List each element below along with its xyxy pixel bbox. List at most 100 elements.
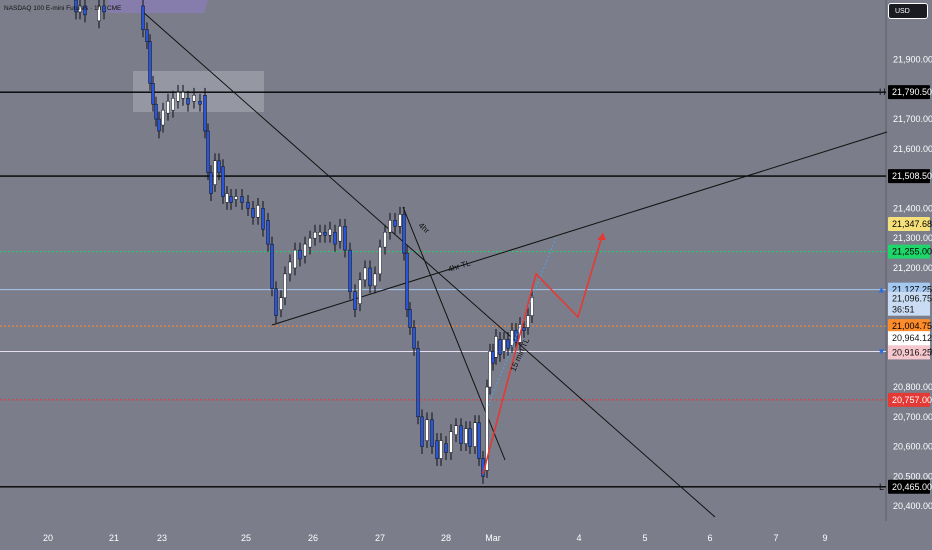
candle-body-27[interactable]	[234, 196, 238, 200]
candle-body-42[interactable]	[308, 237, 312, 248]
candle-body-26[interactable]	[229, 196, 233, 203]
candle-body-46[interactable]	[328, 228, 332, 236]
candle-body-4[interactable]	[102, 5, 106, 13]
candle-body-33[interactable]	[266, 220, 270, 245]
candle-body-23[interactable]	[217, 160, 221, 173]
candle-body-68[interactable]	[430, 419, 434, 447]
4hr-downtrend-line[interactable]	[142, 11, 716, 518]
candle-body-0[interactable]	[74, 0, 78, 13]
candle-body-49[interactable]	[343, 226, 347, 251]
candle-body-15[interactable]	[181, 92, 185, 99]
price-level-tag-8[interactable]	[888, 479, 930, 494]
symbol-title[interactable]: NASDAQ 100 E-mini Futures · 1h · CME	[4, 5, 122, 12]
candle-body-62[interactable]	[405, 252, 409, 310]
candle-body-28[interactable]	[240, 196, 244, 203]
candle-body-16[interactable]	[186, 97, 190, 105]
extra-price-tag-0[interactable]	[888, 331, 930, 346]
candle-body-59[interactable]	[393, 220, 397, 227]
candle-body-41[interactable]	[303, 243, 307, 257]
candle-body-63[interactable]	[408, 309, 412, 328]
candle-body-36[interactable]	[279, 297, 283, 310]
candle-body-53[interactable]	[363, 267, 367, 281]
candle-body-52[interactable]	[358, 279, 362, 304]
candle-body-37[interactable]	[283, 273, 287, 298]
candle-body-87[interactable]	[510, 330, 514, 346]
candle-body-74[interactable]	[459, 425, 463, 444]
candle-body-19[interactable]	[203, 95, 207, 132]
candle-body-70[interactable]	[439, 440, 443, 459]
candle-body-38[interactable]	[288, 261, 292, 275]
candle-body-66[interactable]	[420, 416, 424, 447]
candle-body-3[interactable]	[97, 5, 101, 22]
candle-body-51[interactable]	[353, 291, 357, 310]
candle-body-84[interactable]	[498, 339, 502, 355]
candle-body-86[interactable]	[506, 339, 510, 349]
candle-body-30[interactable]	[251, 208, 255, 218]
candle-body-76[interactable]	[468, 428, 472, 447]
candle-body-56[interactable]	[378, 246, 382, 275]
candle-body-18[interactable]	[198, 100, 202, 105]
candle-body-29[interactable]	[246, 202, 250, 209]
candle-body-32[interactable]	[261, 208, 265, 230]
candle-body-11[interactable]	[161, 109, 165, 126]
candle-body-17[interactable]	[192, 95, 196, 102]
price-level-tag-7[interactable]	[888, 392, 930, 407]
candle-body-2[interactable]	[83, 5, 87, 16]
candle-body-14[interactable]	[176, 92, 180, 102]
candle-body-50[interactable]	[348, 249, 352, 293]
candle-body-61[interactable]	[402, 214, 406, 254]
candle-body-64[interactable]	[412, 327, 416, 349]
candle-body-75[interactable]	[464, 428, 468, 444]
candle-body-81[interactable]	[488, 351, 492, 388]
candle-body-35[interactable]	[274, 288, 278, 316]
candle-body-73[interactable]	[454, 425, 458, 435]
candle-body-34[interactable]	[270, 243, 274, 290]
candle-body-48[interactable]	[338, 226, 342, 242]
current-price-tag[interactable]	[888, 291, 930, 316]
candle-body-92[interactable]	[530, 297, 534, 316]
candle-body-1[interactable]	[78, 5, 82, 13]
candle-body-10[interactable]	[157, 118, 161, 132]
candle-body-45[interactable]	[323, 231, 327, 236]
candle-body-39[interactable]	[293, 249, 297, 269]
candle-body-67[interactable]	[425, 419, 429, 441]
candle-body-83[interactable]	[494, 336, 498, 358]
candle-body-13[interactable]	[171, 97, 175, 111]
candle-body-88[interactable]	[514, 330, 518, 343]
time-axis-panel[interactable]	[0, 521, 932, 550]
price-level-tag-1[interactable]	[888, 169, 930, 184]
candle-body-90[interactable]	[522, 327, 526, 331]
candle-body-65[interactable]	[416, 348, 420, 418]
candle-body-7[interactable]	[148, 41, 152, 84]
currency-button[interactable]: USD	[888, 3, 928, 19]
candle-body-5[interactable]	[141, 5, 145, 31]
alert-up-icon[interactable]: ▲	[877, 285, 886, 295]
candle-body-71[interactable]	[444, 443, 448, 453]
candle-body-43[interactable]	[313, 231, 317, 239]
candle-body-21[interactable]	[209, 172, 213, 194]
price-level-tag-3[interactable]	[888, 244, 930, 259]
candle-body-54[interactable]	[368, 267, 372, 287]
extra-price-tag-1[interactable]	[888, 345, 930, 360]
candle-body-12[interactable]	[166, 100, 170, 114]
alert-down-icon[interactable]: ▼	[877, 346, 886, 356]
candle-body-57[interactable]	[383, 231, 387, 248]
candle-body-80[interactable]	[485, 386, 489, 471]
candle-body-40[interactable]	[298, 249, 302, 260]
candle-body-60[interactable]	[398, 214, 402, 227]
candle-body-77[interactable]	[473, 422, 477, 447]
price-level-tag-2[interactable]	[888, 216, 930, 231]
candle-body-6[interactable]	[145, 29, 149, 42]
price-level-tag-5[interactable]	[888, 319, 930, 334]
candle-body-47[interactable]	[333, 231, 337, 245]
candle-body-44[interactable]	[318, 231, 322, 236]
candle-body-91[interactable]	[526, 315, 530, 328]
candle-body-9[interactable]	[154, 103, 158, 120]
candle-body-78[interactable]	[477, 422, 481, 459]
candle-body-20[interactable]	[206, 130, 210, 173]
candle-body-22[interactable]	[213, 160, 217, 185]
price-level-tag-0[interactable]	[888, 85, 930, 100]
candle-body-82[interactable]	[491, 351, 495, 364]
candle-body-69[interactable]	[435, 440, 439, 459]
